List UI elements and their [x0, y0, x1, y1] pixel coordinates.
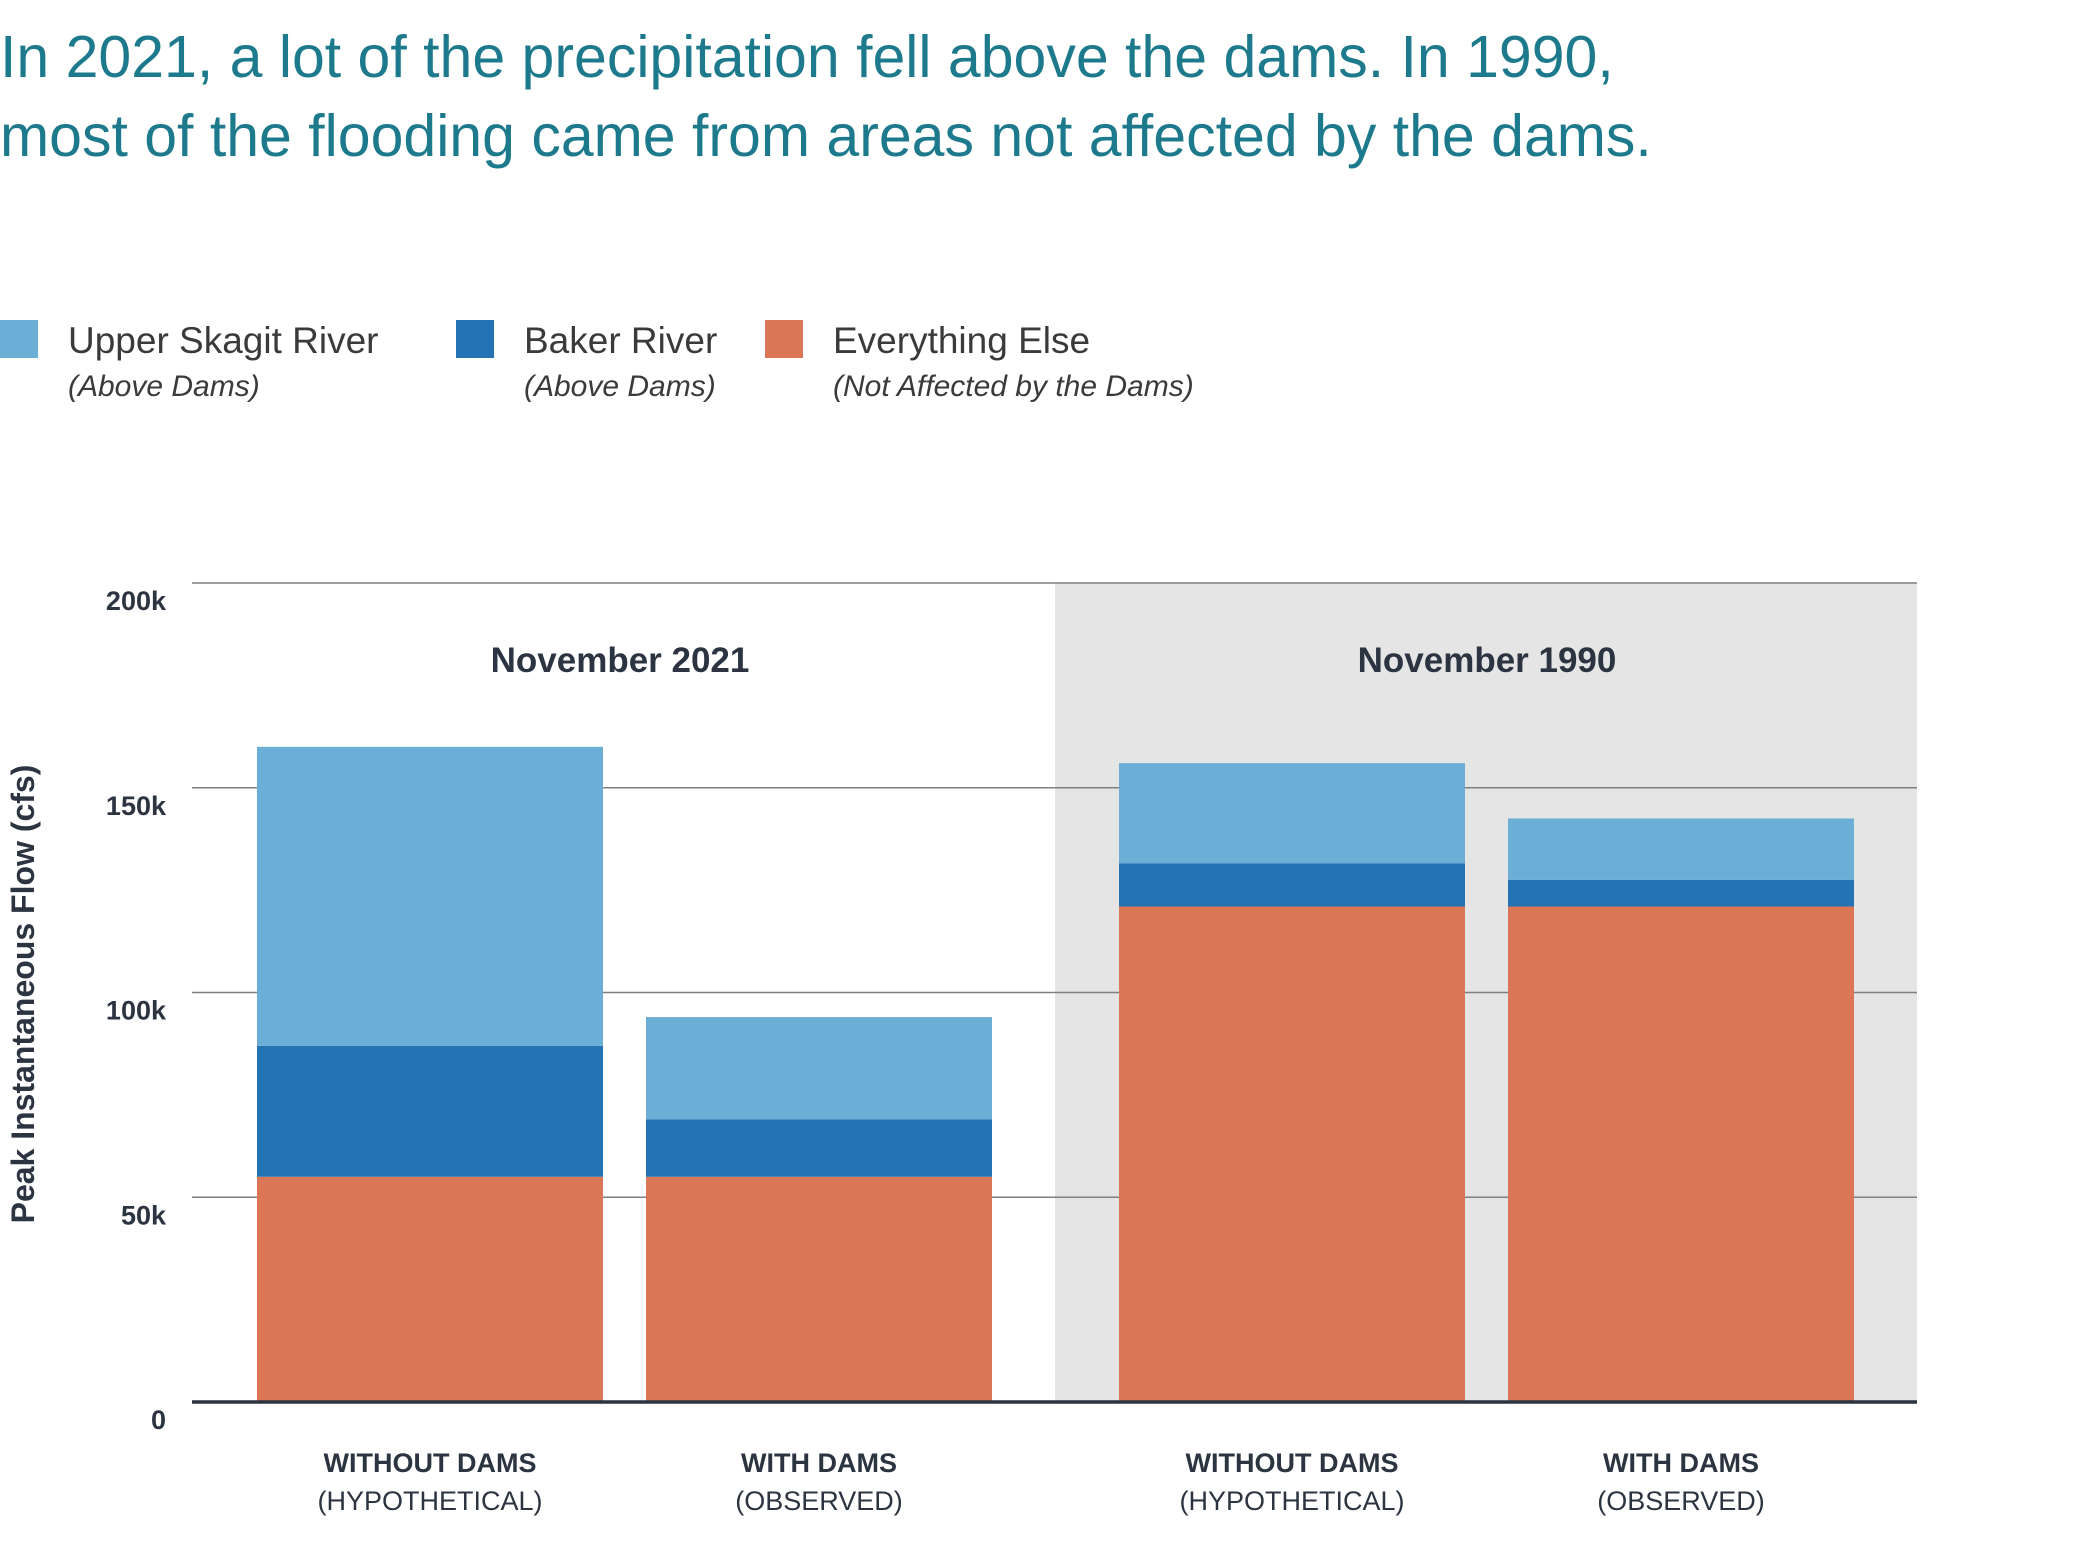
x-category-sublabel-3: (OBSERVED) [1597, 1486, 1765, 1516]
y-tick-label-4: 200k [106, 586, 167, 616]
bar-1-everything-else [646, 1176, 992, 1402]
legend-label-0: Upper Skagit River [68, 320, 379, 361]
legend-note-0: (Above Dams) [68, 370, 260, 403]
x-category-sublabel-0: (HYPOTHETICAL) [317, 1486, 542, 1516]
legend-label-1: Baker River [524, 320, 717, 361]
bar-3-everything-else [1508, 906, 1854, 1402]
x-category-label-0: WITHOUT DAMS [324, 1448, 537, 1478]
x-category-sublabel-1: (OBSERVED) [735, 1486, 903, 1516]
legend-swatch-0 [0, 320, 38, 358]
bar-3-baker-river [1508, 879, 1854, 907]
y-tick-label-2: 100k [106, 996, 167, 1026]
group-label-0: November 2021 [491, 641, 750, 680]
bars [257, 746, 1854, 1402]
chart-labels: 0 50k 100k 150k 200k November 2021 November 19… [5, 586, 1765, 1516]
y-axis-label: Peak Instantaneous Flow (cfs) [5, 765, 41, 1224]
bar-2-upper-skagit-river [1119, 763, 1465, 864]
legend: Upper Skagit River (Above Dams) Baker Rive… [0, 320, 1194, 403]
chart-title-line-1: In 2021, a lot of the precipitation fell… [0, 24, 1614, 90]
chart-title-line-2: most of the flooding came from areas not… [0, 103, 1652, 169]
x-category-label-1: WITH DAMS [741, 1448, 897, 1478]
bar-3-upper-skagit-river [1508, 818, 1854, 880]
bar-0-everything-else [257, 1176, 603, 1402]
bar-0-baker-river [257, 1045, 603, 1177]
x-category-label-3: WITH DAMS [1603, 1448, 1759, 1478]
group-label-1: November 1990 [1358, 641, 1617, 680]
bar-2-everything-else [1119, 906, 1465, 1402]
bar-2-baker-river [1119, 863, 1465, 907]
y-tick-label-0: 0 [151, 1405, 166, 1435]
legend-note-2: (Not Affected by the Dams) [833, 370, 1194, 403]
chart-title: In 2021, a lot of the precipitation fell… [0, 18, 2060, 176]
legend-label-2: Everything Else [833, 320, 1090, 361]
legend-note-1: (Above Dams) [524, 370, 716, 403]
legend-swatch-2 [765, 320, 803, 358]
bar-1-upper-skagit-river [646, 1017, 992, 1120]
bar-1-baker-river [646, 1119, 992, 1177]
x-category-label-2: WITHOUT DAMS [1186, 1448, 1399, 1478]
bar-0-upper-skagit-river [257, 746, 603, 1046]
x-category-sublabel-2: (HYPOTHETICAL) [1179, 1486, 1404, 1516]
y-tick-label-3: 150k [106, 791, 167, 821]
y-tick-label-1: 50k [121, 1200, 167, 1230]
legend-swatch-1 [456, 320, 494, 358]
